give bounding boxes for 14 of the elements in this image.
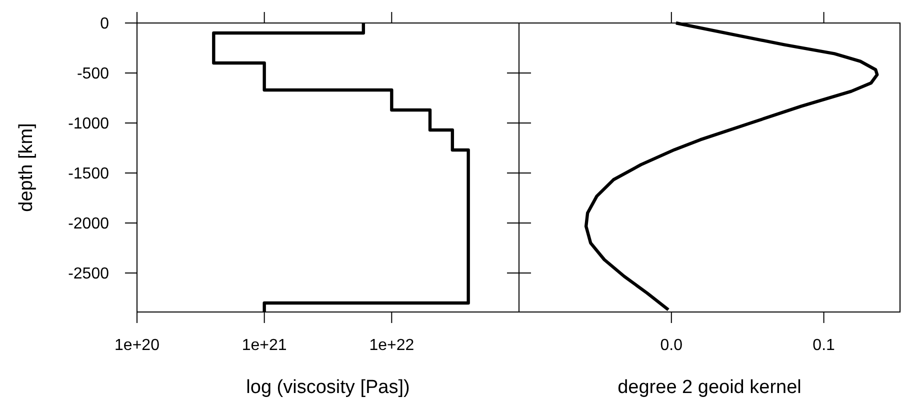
x-axis-title: log (viscosity [Pas]) — [246, 377, 410, 398]
y-tick-label: -2500 — [68, 266, 110, 283]
y-tick-label: -1500 — [68, 166, 110, 183]
y-tick-label: -2000 — [68, 216, 110, 233]
x-tick-label: 1e+20 — [114, 337, 160, 354]
y-axis-title: depth [km] — [16, 123, 37, 212]
x-tick-label: 1e+21 — [242, 337, 287, 354]
y-tick-label: 0 — [100, 16, 110, 33]
x-tick-label: 0.1 — [812, 337, 836, 354]
x-axis-title: degree 2 geoid kernel — [618, 377, 802, 398]
x-tick-label: 0.0 — [660, 337, 683, 354]
y-tick-label: -500 — [76, 66, 110, 83]
y-tick-label: -1000 — [68, 116, 110, 133]
x-tick-label: 1e+22 — [369, 337, 414, 354]
